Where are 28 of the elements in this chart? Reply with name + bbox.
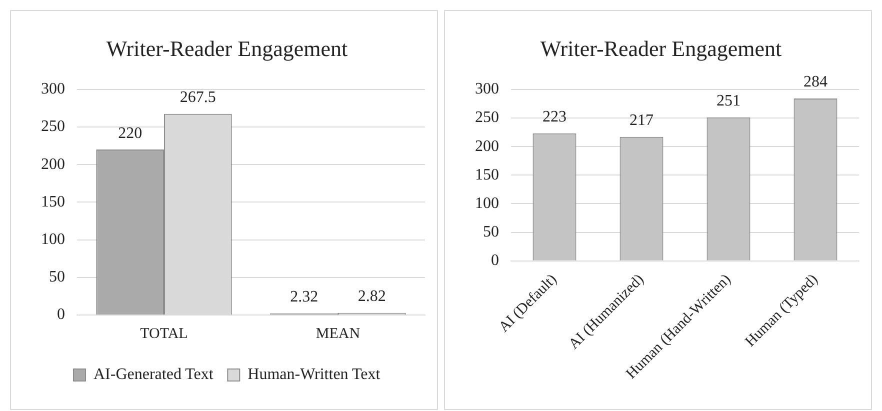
y-tick-label: 200 — [475, 138, 499, 155]
y-tick-label: 150 — [475, 166, 499, 184]
data-label: 267.5 — [180, 89, 216, 106]
data-label: 2.32 — [290, 288, 318, 306]
y-tick-label: 150 — [41, 193, 65, 210]
y-tick-label: 300 — [41, 80, 65, 98]
y-tick-label: 200 — [41, 156, 65, 173]
data-label: 217 — [630, 112, 654, 130]
chart-title: Writer-Reader Engagement — [106, 36, 348, 61]
data-label: 223 — [542, 108, 566, 126]
data-label: 251 — [716, 92, 740, 110]
chart-title: Writer-Reader Engagement — [540, 36, 782, 61]
y-tick-label: 100 — [41, 231, 65, 248]
y-tick-label: 50 — [49, 268, 65, 286]
legend-label: AI-Generated Text — [93, 366, 214, 384]
x-tick-label: MEAN — [316, 326, 360, 342]
y-tick-label: 100 — [475, 194, 499, 212]
legend-label: Human-Written Text — [248, 366, 381, 384]
x-tick-label: TOTAL — [140, 326, 188, 342]
data-label: 2.82 — [358, 288, 386, 306]
y-tick-label: 0 — [491, 252, 499, 270]
data-label: 284 — [804, 74, 828, 91]
y-tick-label: 300 — [475, 80, 499, 98]
y-tick-label: 0 — [57, 306, 65, 324]
y-tick-label: 250 — [475, 109, 499, 126]
data-label: 220 — [118, 124, 142, 142]
y-tick-label: 50 — [483, 223, 499, 240]
y-tick-label: 250 — [41, 118, 65, 136]
